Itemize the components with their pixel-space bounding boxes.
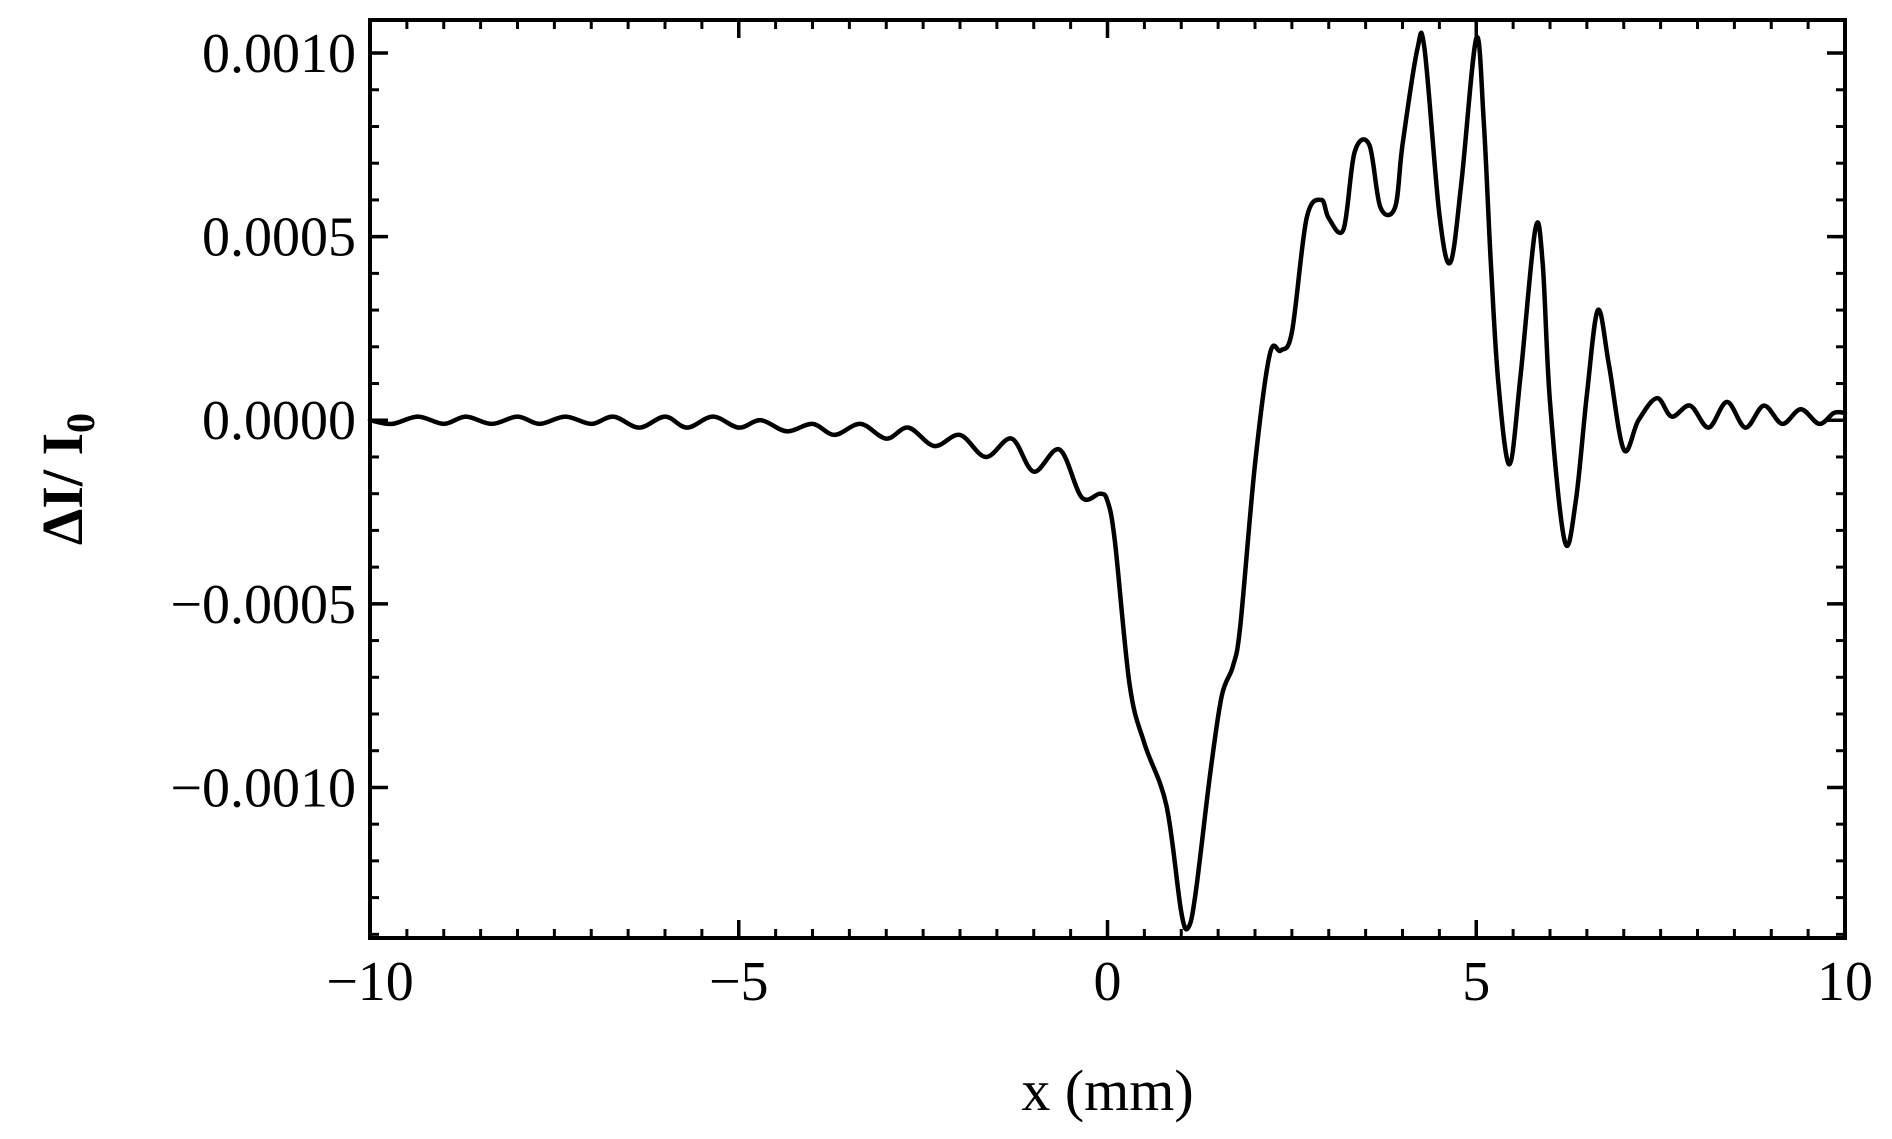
y-tick-labels: 0.0010 0.0005 0.0000 −0.0005 −0.0010 [170,23,356,819]
y-tick-label: 0.0010 [202,23,356,85]
x-tick-label: 5 [1462,951,1490,1013]
x-axis-title: x (mm) [1021,1058,1193,1123]
x-tick-label: 10 [1817,951,1873,1013]
y-tick-label: 0.0000 [202,390,356,452]
y-axis-title: ΔI/ I0 [30,413,103,545]
y-axis-title-subscript: 0 [58,413,103,433]
y-tick-label: −0.0005 [170,574,356,636]
x-tick-label: −5 [709,951,769,1013]
y-tick-label: −0.0010 [170,757,356,819]
plot-frame [368,18,1847,940]
x-tick-labels: −10 −5 0 5 10 [326,951,1873,1013]
x-tick-label: −10 [326,951,414,1013]
series-line [367,30,1848,932]
y-tick-label: 0.0005 [202,207,356,269]
y-axis-title-main: ΔI/ I [30,433,95,545]
x-tick-label: 0 [1094,951,1122,1013]
